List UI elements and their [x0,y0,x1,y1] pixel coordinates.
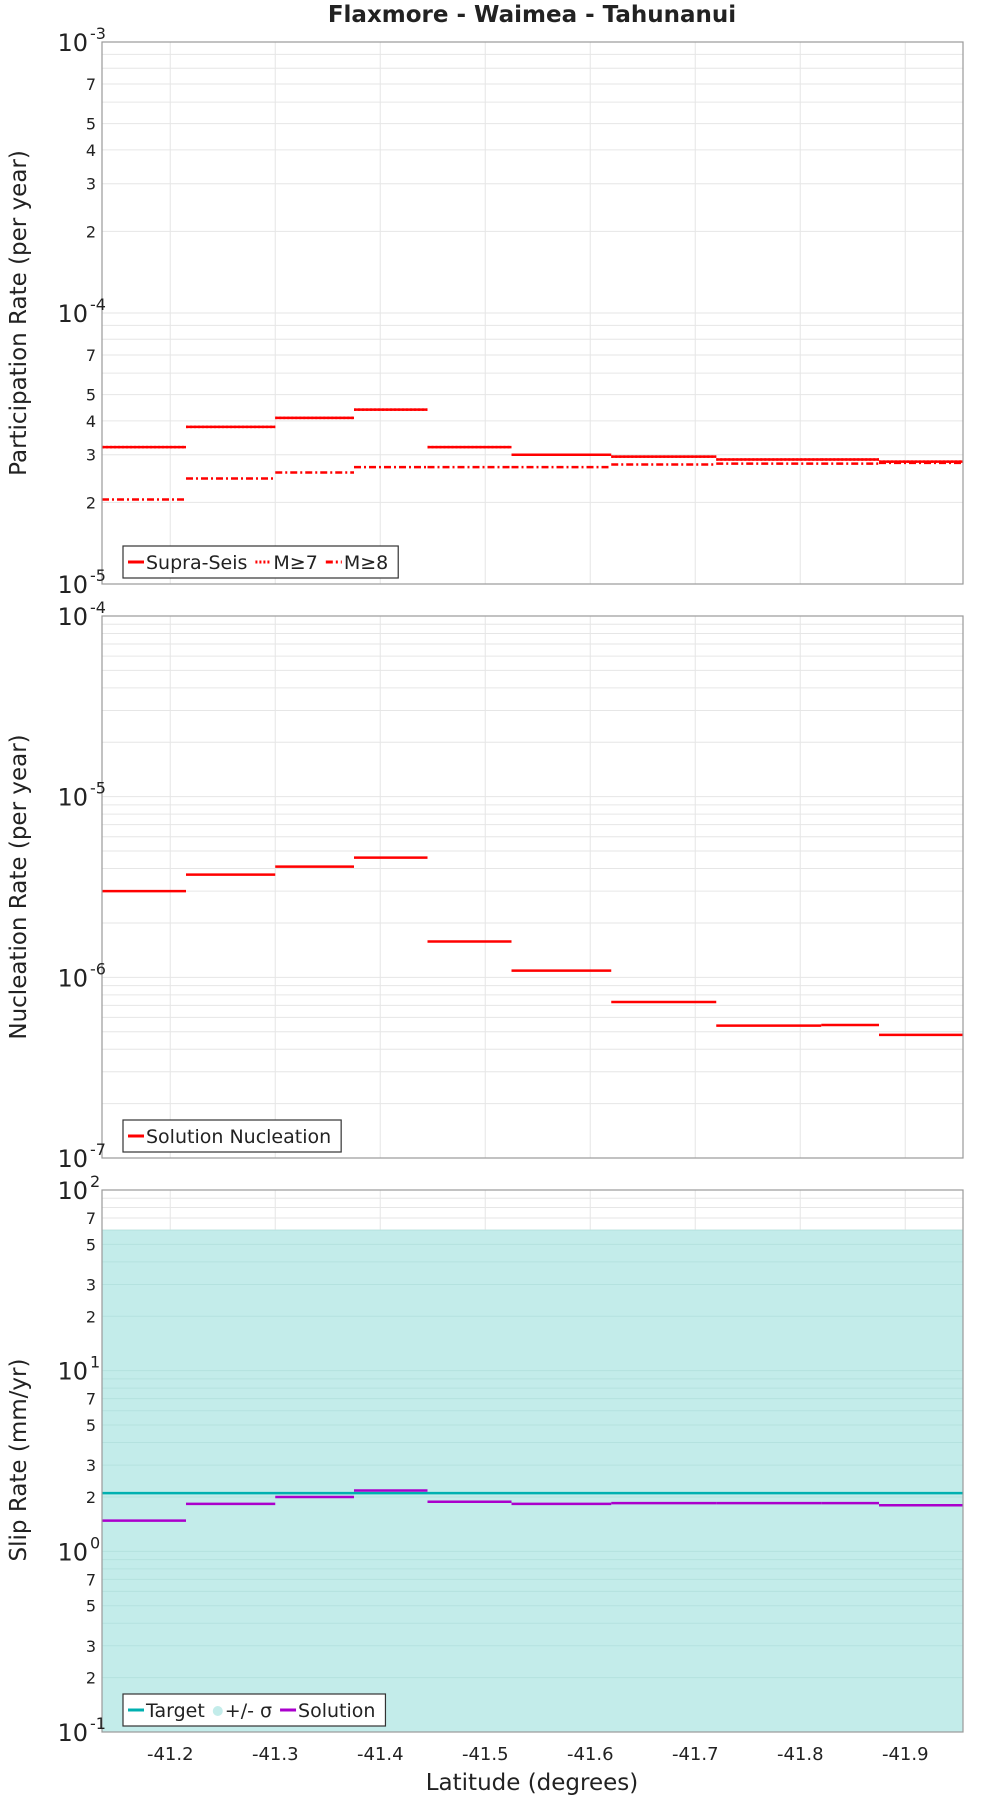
plot-frame [101,615,964,1159]
chart-title: Flaxmore - Waimea - Tahunanui [328,2,736,28]
legend-box [122,1693,387,1727]
legend-label: Solution [298,1700,375,1722]
y-minor-tick-label: 2 [86,493,96,512]
legend: Target +/- σ Solution [122,1693,387,1727]
y-decade-exponent: 0 [90,1533,100,1552]
y-minor-tick-label: 2 [86,1307,96,1326]
x-tick-label: -41.8 [777,1744,824,1765]
slip-y-axis-label: Slip Rate (mm/yr) [6,1359,32,1562]
legend-label: M≥8 [344,552,388,574]
y-decade-tick-label: 10 [57,1719,88,1747]
y-minor-tick-label: 7 [86,1570,96,1589]
y-minor-tick-label: 2 [86,1488,96,1507]
y-minor-tick-label: 3 [86,1275,96,1294]
y-decade-tick-label: 10 [57,784,88,812]
participation-y-axis-label: Participation Rate (per year) [6,150,32,476]
y-decade-tick-label: 10 [57,1538,88,1566]
y-minor-tick-label: 5 [86,1416,96,1435]
legend-label: Target [145,1700,205,1722]
x-tick-label: -41.4 [357,1744,404,1765]
y-decade-exponent: -4 [90,598,106,617]
y-decade-tick-label: 10 [57,603,88,631]
plot-frame [101,1189,964,1733]
y-minor-tick-label: 3 [86,175,96,194]
y-decade-tick-label: 10 [57,300,88,328]
y-decade-exponent: 1 [90,1353,100,1372]
x-tick-label: -41.9 [882,1744,929,1765]
y-decade-exponent: -1 [90,1714,106,1733]
x-tick-label: -41.2 [147,1744,194,1765]
y-minor-tick-label: 7 [86,1390,96,1409]
nucleation-y-axis-label: Nucleation Rate (per year) [6,734,32,1039]
y-minor-tick-label: 3 [86,1456,96,1475]
plot-frame [101,41,964,585]
x-axis-label: Latitude (degrees) [426,1770,639,1796]
y-minor-tick-label: 4 [86,141,96,160]
legend-label: Supra-Seis [146,552,247,574]
y-minor-tick-label: 5 [86,386,96,405]
y-minor-tick-label: 7 [86,346,96,365]
y-minor-tick-label: 5 [86,115,96,134]
y-minor-tick-label: 3 [86,446,96,465]
y-decade-exponent: -3 [90,24,106,43]
y-decade-exponent: -4 [90,295,106,314]
x-tick-label: -41.7 [672,1744,719,1765]
legend-label: +/- σ [225,1700,272,1722]
y-minor-tick-label: 5 [86,1235,96,1254]
x-tick-label: -41.3 [252,1744,299,1765]
y-minor-tick-label: 7 [86,1209,96,1228]
y-minor-tick-label: 4 [86,412,96,431]
sigma-band [102,1230,963,1732]
y-decade-tick-label: 10 [57,29,88,57]
y-minor-tick-label: 3 [86,1637,96,1656]
y-decade-exponent: -6 [90,959,106,978]
legend-label: M≥7 [273,552,317,574]
y-decade-exponent: -5 [90,566,106,585]
x-tick-label: -41.5 [462,1744,509,1765]
y-minor-tick-label: 7 [86,75,96,94]
y-decade-tick-label: 10 [57,1177,88,1205]
y-decade-tick-label: 10 [57,964,88,992]
legend-label: Solution Nucleation [146,1126,331,1148]
legend: Supra-Seis M≥7 M≥8 [122,545,399,579]
y-decade-exponent: -7 [90,1140,106,1159]
x-tick-label: -41.6 [567,1744,614,1765]
y-decade-tick-label: 10 [57,571,88,599]
y-minor-tick-label: 2 [86,1669,96,1688]
legend-swatch [212,1706,223,1716]
y-decade-exponent: -5 [90,779,106,798]
y-minor-tick-label: 5 [86,1597,96,1616]
y-decade-tick-label: 10 [57,1145,88,1173]
y-decade-tick-label: 10 [57,1358,88,1386]
legend: Solution Nucleation [122,1119,342,1153]
y-decade-exponent: 2 [90,1172,100,1191]
y-minor-tick-label: 2 [86,222,96,241]
legend-box [122,1119,342,1153]
